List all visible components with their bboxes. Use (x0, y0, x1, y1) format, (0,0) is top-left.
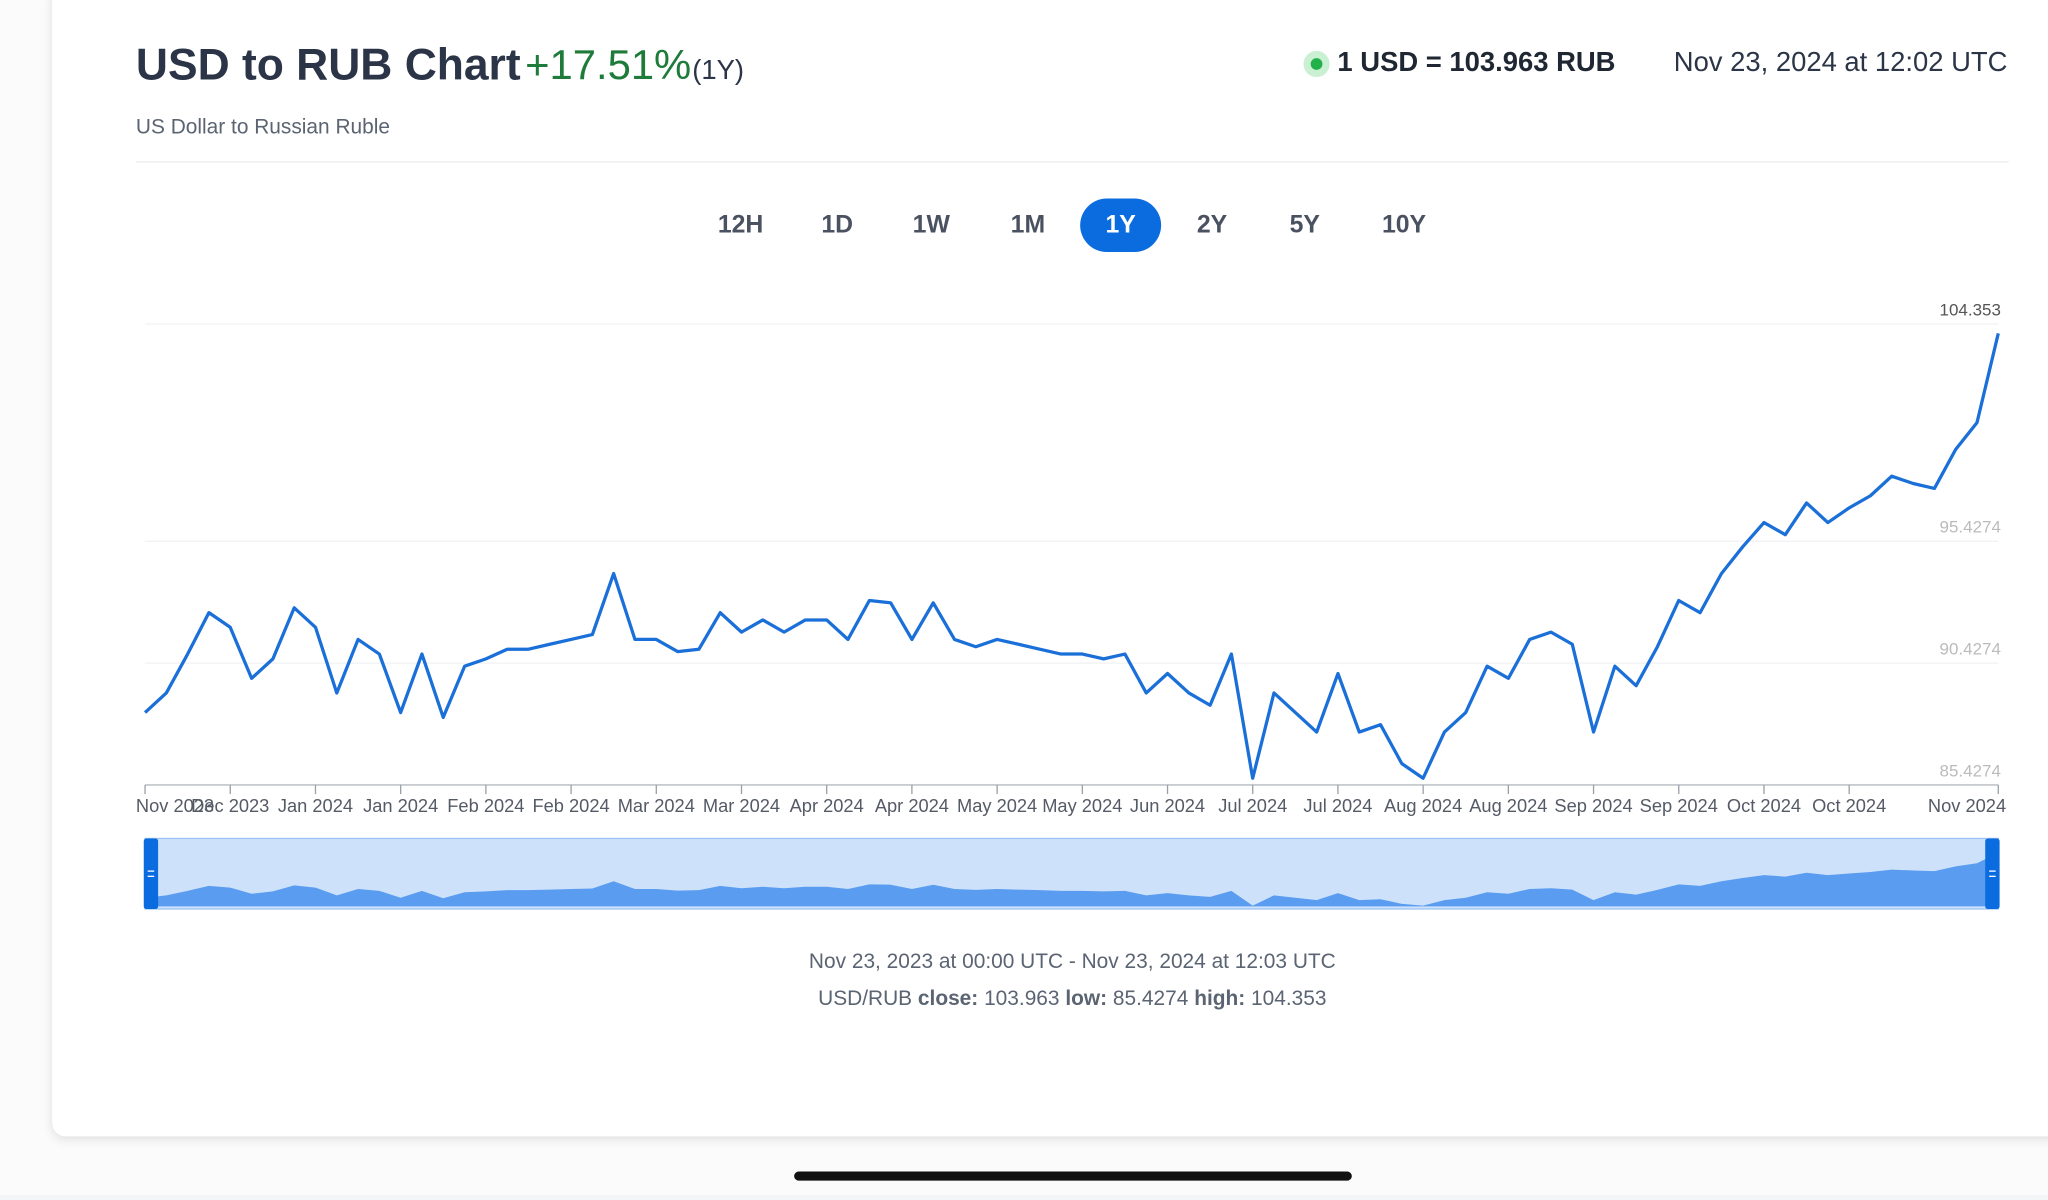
x-tick-label: Apr 2024 (790, 795, 864, 816)
change: +17.51% (525, 41, 691, 88)
x-tick-label: Nov 2024 (1928, 795, 2006, 816)
range-button-active[interactable] (1080, 198, 1162, 253)
x-tick-label: Jun 2024 (1130, 795, 1205, 816)
rate: 1 USD = 103.963 RUB (1337, 46, 1615, 77)
x-tick-label: May 2024 (957, 795, 1037, 816)
x-tick-label: Nov 2023 (136, 795, 214, 816)
subtitle: US Dollar to Russian Ruble (136, 116, 390, 139)
high: 104.353 (1251, 987, 1326, 1010)
x-tick-label: Aug 2024 (1469, 795, 1547, 816)
x-tick-label: Feb 2024 (447, 795, 524, 816)
range-selector: 12H 1D 1W 1M 1Y 2Y 5Y 10Y (718, 198, 1427, 253)
change-period: (1Y) (692, 54, 744, 85)
range-button[interactable]: 1M (1011, 211, 1045, 238)
x-tick-label: Feb 2024 (532, 795, 609, 816)
navigator-handle[interactable] (1985, 838, 2000, 909)
high-label: high: (1194, 987, 1245, 1010)
x-tick-label: Mar 2024 (618, 795, 695, 816)
summary: USD/RUB close: 103.963 low: 85.4274 high… (818, 987, 1326, 1010)
y-tick-label: 85.4274 (1940, 761, 2001, 780)
x-tick-label: Aug 2024 (1384, 795, 1462, 816)
chart: 85.4274 90.4274 95.4274 104.353 Nov 2023Dec … (136, 300, 2006, 910)
range-button[interactable]: 5Y (1290, 211, 1321, 238)
navigator-area (145, 852, 1999, 907)
title: USD to RUB Chart (136, 41, 521, 90)
low: 85.4274 (1113, 987, 1188, 1010)
range-button[interactable]: 10Y (1382, 211, 1427, 238)
x-tick-label: Sep 2024 (1640, 795, 1718, 816)
x-tick-label: Jul 2024 (1218, 795, 1287, 816)
x-tick-label: Dec 2023 (191, 795, 269, 816)
y-tick-label: 104.353 (1940, 300, 2001, 319)
low-label: low: (1065, 987, 1107, 1010)
close-label: close: (918, 987, 978, 1010)
pair: USD/RUB (818, 987, 912, 1010)
y-tick-label: 90.4274 (1940, 640, 2001, 659)
live-dot (1310, 58, 1323, 70)
range-button[interactable]: 1W (913, 211, 951, 238)
range-button[interactable]: 1D (821, 211, 853, 238)
x-tick-label: May 2024 (1042, 795, 1122, 816)
range-button[interactable]: 12H (718, 211, 764, 238)
date-range: Nov 23, 2023 at 00:00 UTC - Nov 23, 2024… (809, 950, 1336, 973)
x-tick-label: Apr 2024 (875, 795, 949, 816)
x-tick-label: Jan 2024 (278, 795, 353, 816)
x-tick-label: Oct 2024 (1812, 795, 1886, 816)
home-indicator (794, 1171, 1352, 1181)
close: 103.963 (984, 987, 1059, 1010)
price-line (143, 333, 2000, 780)
range-button[interactable]: 1Y (1105, 211, 1136, 238)
x-tick-label: Jul 2024 (1303, 795, 1372, 816)
y-tick-label: 95.4274 (1940, 518, 2001, 537)
timestamp: Nov 23, 2024 at 12:02 UTC (1674, 46, 2008, 77)
range-button[interactable]: 2Y (1197, 211, 1228, 238)
x-tick-label: Sep 2024 (1554, 795, 1632, 816)
navigator-handle[interactable] (143, 838, 159, 909)
x-tick-label: Jan 2024 (363, 795, 438, 816)
x-tick-label: Mar 2024 (703, 795, 780, 816)
x-tick-label: Oct 2024 (1727, 795, 1801, 816)
